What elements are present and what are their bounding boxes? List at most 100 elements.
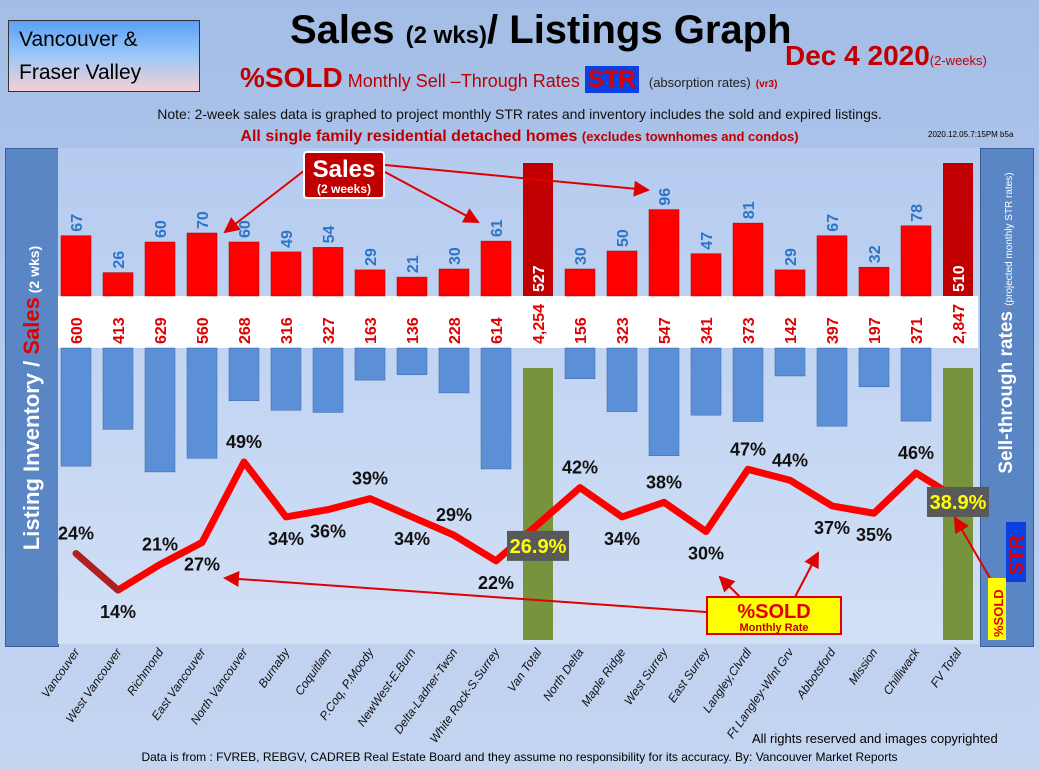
date-text: Dec 4 2020 [785,40,930,71]
sub-ver: (vr3) [755,79,778,90]
inventory-bar [144,347,176,473]
title-b: (2 wks) [405,22,488,49]
inventory-bar [732,347,764,422]
inventory-bar [438,347,470,394]
sales-value-label: 78 [909,204,926,222]
inventory-value-label: 268 [237,317,254,344]
data-source: Data is from : FVREB, REBGV, CADREB Real… [141,750,898,764]
sales-bar [480,240,512,297]
x-tick-label: Van Total [504,645,544,694]
inventory-bar [270,347,302,411]
str-total-box [507,530,569,561]
sales-bar [102,272,134,297]
sales-value-label: 50 [615,229,632,247]
inventory-value-label: 136 [405,317,422,344]
sales-bar [606,250,638,297]
copyright: All rights reserved and images copyright… [752,731,998,746]
timestamp: 2020.12.05.7:15PM b5a [928,130,1014,139]
sales-bar [774,269,806,297]
str-value-label: 22% [478,573,514,593]
str-value-label: 34% [268,529,304,549]
inventory-bar [690,347,722,416]
inventory-bar [564,347,596,379]
sales-bar [354,269,386,297]
str-value-label: 36% [310,522,346,542]
str-value-label: 38% [646,472,682,492]
badge-sold: %SOLD [991,589,1006,637]
x-tick-label: FV Total [928,645,965,690]
brand-line2: Fraser Valley [19,61,142,84]
inventory-bar [480,347,512,470]
str-value-label: 24% [58,524,94,544]
x-tick-label: Coquitlam [292,646,334,698]
inventory-value-label: 228 [447,317,464,344]
sales-bar [144,241,176,297]
inventory-bar [774,347,806,377]
sales-bar [690,253,722,297]
inventory-bar [60,347,92,467]
inventory-value-label: 4,254 [531,304,548,344]
sales-value-label: 21 [405,255,422,273]
inventory-bar [102,347,134,430]
inventory-bar [606,347,638,412]
sales-callout-sub: (2 weeks) [317,182,371,196]
sales-value-label: 26 [111,251,128,269]
inventory-value-label: 373 [741,317,758,344]
scope: All single family residential detached h… [0,128,1039,146]
inventory-value-label: 2,847 [951,304,968,344]
inventory-value-label: 600 [69,317,86,344]
inventory-value-label: 156 [573,317,590,344]
inventory-bar [858,347,890,388]
inventory-value-label: 316 [279,317,296,344]
inventory-value-label: 614 [489,317,506,344]
sales-bar [60,235,92,297]
str-value-label: 21% [142,534,178,554]
inventory-bar [900,347,932,422]
region-label-box: Vancouver & Fraser Valley [8,20,200,92]
inventory-bar [396,347,428,376]
inventory-value-label: 397 [825,317,842,344]
str-value-label: 46% [898,443,934,463]
str-total-box [927,486,989,517]
inventory-value-label: 142 [783,317,800,344]
inventory-value-label: 371 [909,317,926,344]
str-line [116,458,960,594]
sales-value-label: 81 [741,201,758,219]
x-tick-label: West Surrey [621,645,671,708]
sales-value-label: 30 [573,247,590,265]
sales-bar [312,247,344,297]
x-tick-label: Mission [846,645,881,687]
sales-bar-total [943,163,973,296]
sales-bar [438,268,470,297]
sales-value-label: 527 [531,265,548,292]
report-date: Dec 4 2020(2-weeks) [785,40,987,72]
sales-value-label: 510 [951,265,968,292]
subtitle: %SOLD Monthly Sell –Through Rates STR (a… [240,62,777,94]
inventory-bar [648,347,680,457]
x-tick-label: Richmond [124,645,167,698]
inventory-bar-total [523,368,553,640]
sold-callout-label: %SOLD [737,601,810,623]
sales-bar-total [523,163,553,296]
sales-bar [396,276,428,297]
str-line-first-segment [72,550,122,594]
str-value-label: 42% [562,458,598,478]
inventory-value-label: 323 [615,317,632,344]
str-value-label: 39% [352,469,388,489]
str-value-label: 44% [772,450,808,470]
str-value-label: 38.9% [930,492,987,514]
sales-bar [270,251,302,297]
str-value-label: 49% [226,432,262,452]
sub-str: STR [584,66,639,93]
inventory-value-label: 327 [321,317,338,344]
sales-bar [732,222,764,297]
sales-bar [564,268,596,297]
sales-bar [900,225,932,297]
sub-rate: Monthly Sell –Through Rates [347,71,580,91]
sales-bar [816,235,848,297]
inventory-bar [354,347,386,381]
sales-value-label: 60 [153,220,170,238]
sales-value-label: 96 [657,188,674,206]
str-value-label: 37% [814,518,850,538]
